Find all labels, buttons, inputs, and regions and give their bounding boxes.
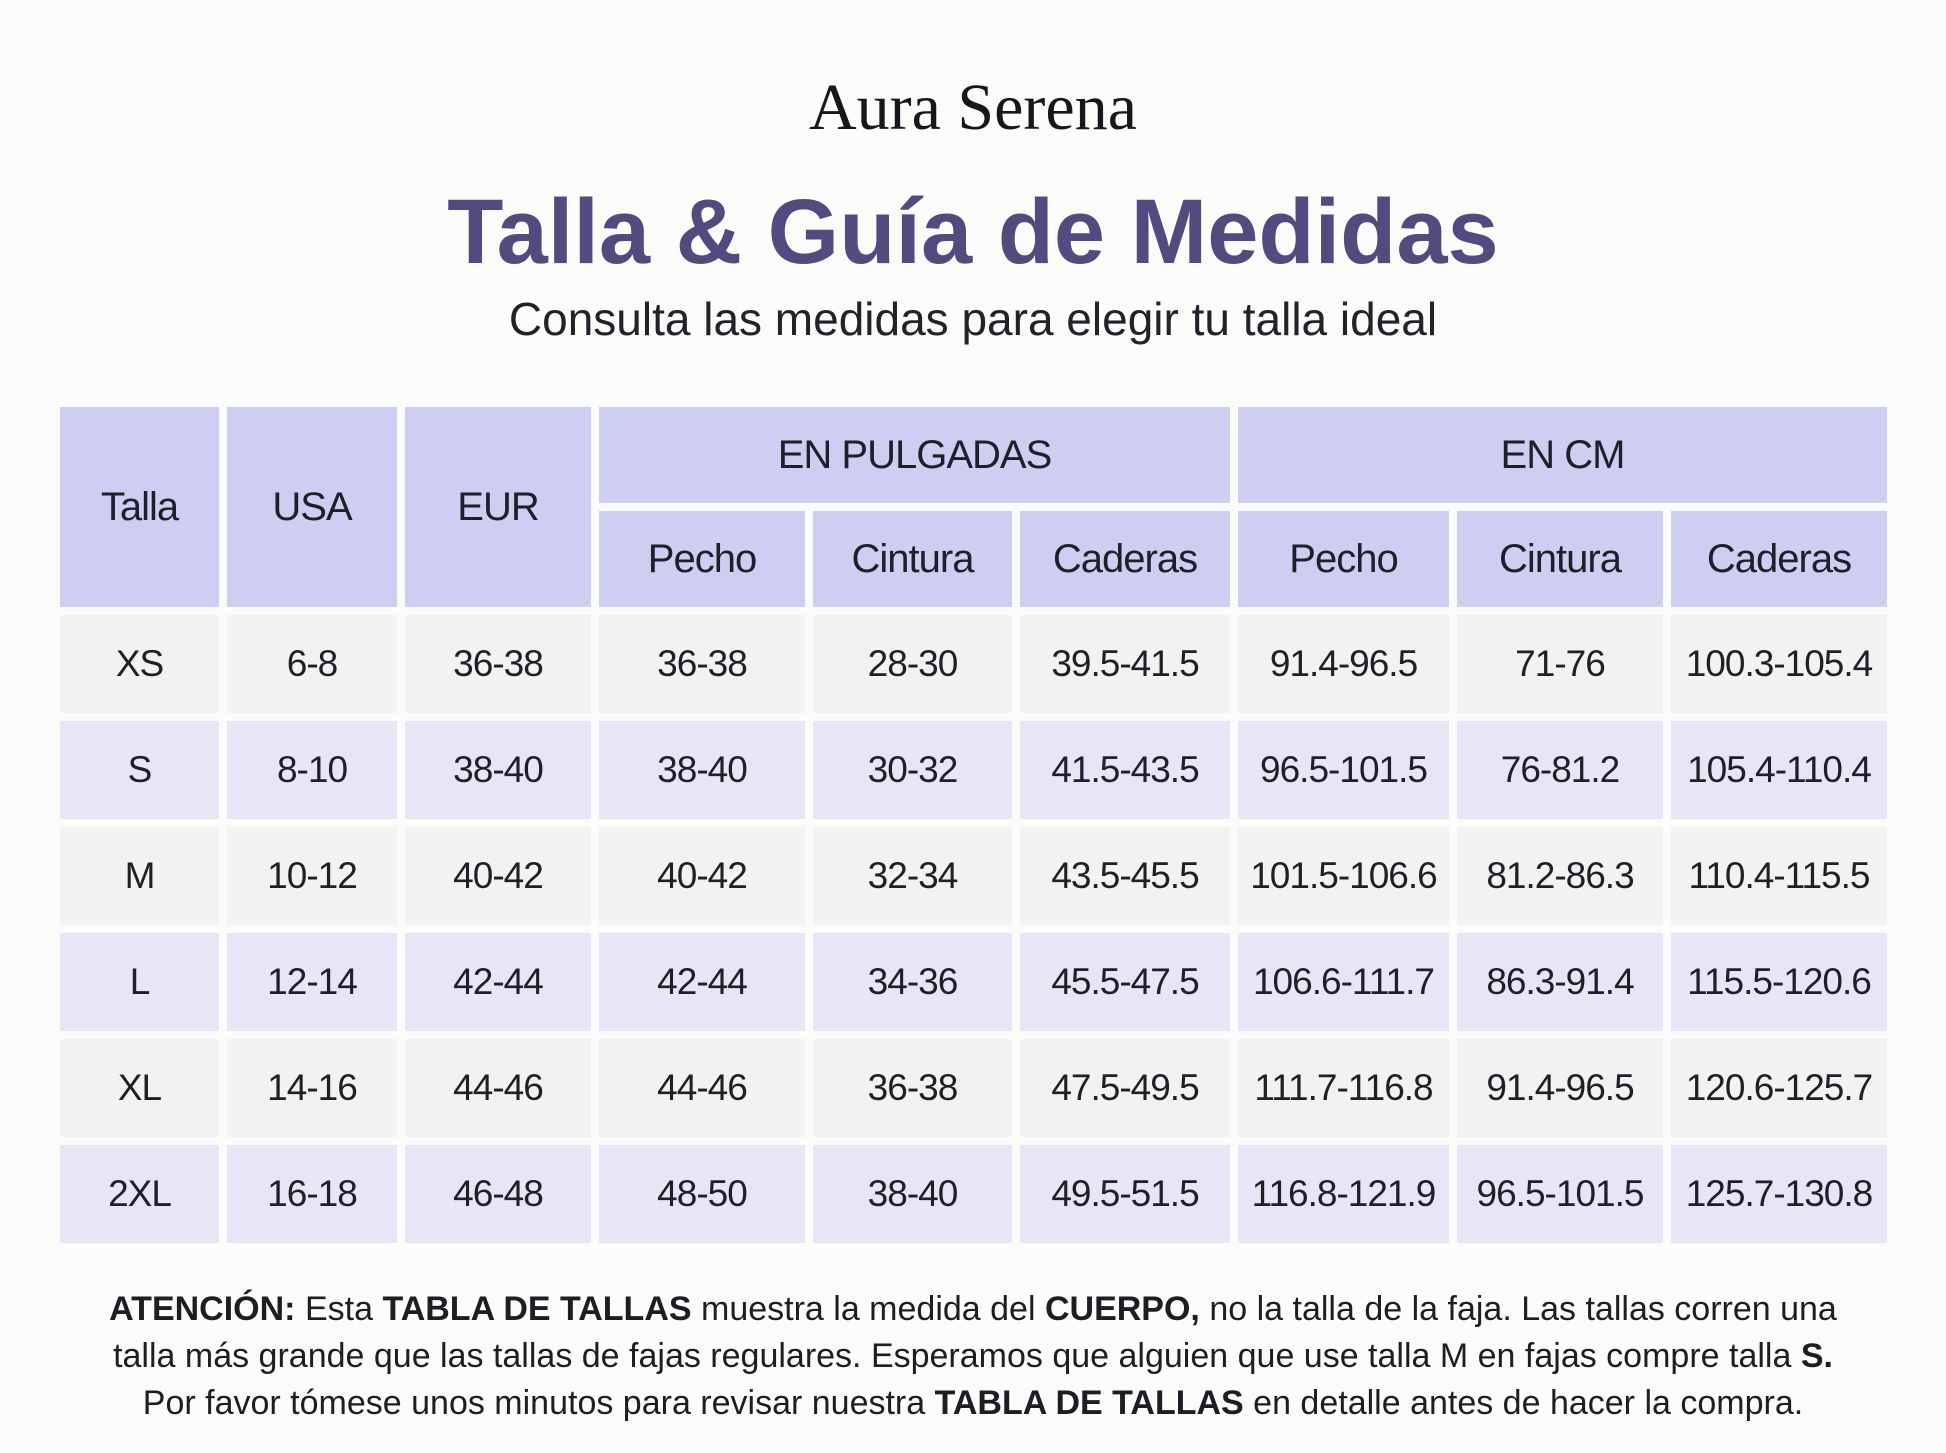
cell: 111.7-116.8 bbox=[1238, 1039, 1449, 1137]
note-line: talla más grande que las tallas de fajas… bbox=[0, 1333, 1946, 1380]
brand: Aura Serena bbox=[808, 71, 1137, 144]
note-line: Por favor tómese unos minutos para revis… bbox=[0, 1380, 1946, 1427]
subtitle: Consulta las medidas para elegir tu tall… bbox=[508, 293, 1438, 345]
table-head: Talla USA EUR EN PULGADAS EN CM Pecho Cintura C… bbox=[60, 407, 1887, 607]
cell: 47.5-49.5 bbox=[1020, 1039, 1230, 1137]
title: Talla & Guía de Medidas bbox=[447, 181, 1499, 283]
cell: 110.4-115.5 bbox=[1671, 827, 1887, 925]
cell: 125.7-130.8 bbox=[1671, 1145, 1887, 1243]
cell: M bbox=[60, 827, 219, 925]
cell: XL bbox=[60, 1039, 219, 1137]
cell: 120.6-125.7 bbox=[1671, 1039, 1887, 1137]
cell: 38-40 bbox=[813, 1145, 1012, 1243]
column-header: Cintura bbox=[813, 511, 1012, 607]
cell: 116.8-121.9 bbox=[1238, 1145, 1449, 1243]
cell: 16-18 bbox=[227, 1145, 397, 1243]
column-header: Caderas bbox=[1020, 511, 1230, 607]
cell: 42-44 bbox=[405, 933, 591, 1031]
cell: 44-46 bbox=[405, 1039, 591, 1137]
cell: L bbox=[60, 933, 219, 1031]
cell: 38-40 bbox=[599, 721, 805, 819]
cell: 30-32 bbox=[813, 721, 1012, 819]
cell: 81.2-86.3 bbox=[1457, 827, 1663, 925]
note: ATENCIÓN: Esta TABLA DE TALLAS muestra l… bbox=[0, 1286, 1946, 1427]
cell: 48-50 bbox=[599, 1145, 805, 1243]
size-row: 2XL 16-18 46-48 48-50 38-40 49.5-51.5 116.8-12… bbox=[60, 1145, 1887, 1243]
column-header: Caderas bbox=[1671, 511, 1887, 607]
cell: 32-34 bbox=[813, 827, 1012, 925]
cell: 40-42 bbox=[599, 827, 805, 925]
cell: 91.4-96.5 bbox=[1457, 1039, 1663, 1137]
cell: 36-38 bbox=[813, 1039, 1012, 1137]
cell: 14-16 bbox=[227, 1039, 397, 1137]
column-header: USA bbox=[227, 407, 397, 607]
table-body: XS 6-8 36-38 36-38 28-30 39.5-41.5 91.4-96.5 71… bbox=[60, 615, 1887, 1243]
size-row: L 12-14 42-44 42-44 34-36 45.5-47.5 106.6-111.… bbox=[60, 933, 1887, 1031]
cell: 76-81.2 bbox=[1457, 721, 1663, 819]
cell: 40-42 bbox=[405, 827, 591, 925]
column-header: Talla bbox=[60, 407, 219, 607]
cell: 43.5-45.5 bbox=[1020, 827, 1230, 925]
cell: 8-10 bbox=[227, 721, 397, 819]
note-text: no la talla de la faja. Las tallas corre… bbox=[1199, 1290, 1837, 1328]
group-header: EN PULGADAS bbox=[599, 407, 1230, 503]
column-header: Pecho bbox=[1238, 511, 1449, 607]
cell: 28-30 bbox=[813, 615, 1012, 713]
note-text: talla más grande que las tallas de fajas… bbox=[113, 1337, 1801, 1375]
cell: 96.5-101.5 bbox=[1238, 721, 1449, 819]
cell: 36-38 bbox=[405, 615, 591, 713]
cell: S bbox=[60, 721, 219, 819]
cell: 105.4-110.4 bbox=[1671, 721, 1887, 819]
cell: 91.4-96.5 bbox=[1238, 615, 1449, 713]
header-row: Talla USA EUR EN PULGADAS EN CM bbox=[60, 407, 1887, 607]
note-bold: TABLA DE TALLAS bbox=[934, 1384, 1244, 1422]
note-bold: TABLA DE TALLAS bbox=[382, 1290, 692, 1328]
note-line: ATENCIÓN: Esta TABLA DE TALLAS muestra l… bbox=[0, 1286, 1946, 1333]
cell: 2XL bbox=[60, 1145, 219, 1243]
note-text: Esta bbox=[295, 1290, 383, 1328]
cell: 86.3-91.4 bbox=[1457, 933, 1663, 1031]
size-row: XS 6-8 36-38 36-38 28-30 39.5-41.5 91.4-96.5 71… bbox=[60, 615, 1887, 713]
cell: 41.5-43.5 bbox=[1020, 721, 1230, 819]
size-row: S 8-10 38-40 38-40 30-32 41.5-43.5 96.5-101.5 7… bbox=[60, 721, 1887, 819]
cell: 42-44 bbox=[599, 933, 805, 1031]
column-header: EUR bbox=[405, 407, 591, 607]
note-bold: S. bbox=[1800, 1337, 1833, 1375]
cell: 71-76 bbox=[1457, 615, 1663, 713]
size-table: Talla USA EUR EN PULGADAS EN CM Pecho Cintura C… bbox=[52, 399, 1895, 1251]
cell: 10-12 bbox=[227, 827, 397, 925]
cell: 12-14 bbox=[227, 933, 397, 1031]
cell: 115.5-120.6 bbox=[1671, 933, 1887, 1031]
note-text: en detalle antes de hacer la compra. bbox=[1243, 1384, 1804, 1422]
cell: 100.3-105.4 bbox=[1671, 615, 1887, 713]
cell: 46-48 bbox=[405, 1145, 591, 1243]
cell: 101.5-106.6 bbox=[1238, 827, 1449, 925]
cell: 6-8 bbox=[227, 615, 397, 713]
cell: XS bbox=[60, 615, 219, 713]
column-header: Pecho bbox=[599, 511, 805, 607]
header-row: Pecho Cintura Caderas Pecho Cintura Caderas bbox=[60, 511, 1887, 607]
size-row: XL 14-16 44-46 44-46 36-38 47.5-49.5 111.7-116… bbox=[60, 1039, 1887, 1137]
size-row: M 10-12 40-42 40-42 32-34 43.5-45.5 101.5-106.… bbox=[60, 827, 1887, 925]
cell: 106.6-111.7 bbox=[1238, 933, 1449, 1031]
cell: 39.5-41.5 bbox=[1020, 615, 1230, 713]
note-text: muestra la medida del bbox=[691, 1290, 1045, 1328]
note-bold: CUERPO, bbox=[1044, 1290, 1200, 1328]
cell: 49.5-51.5 bbox=[1020, 1145, 1230, 1243]
cell: 45.5-47.5 bbox=[1020, 933, 1230, 1031]
column-header: Cintura bbox=[1457, 511, 1663, 607]
note-bold: ATENCIÓN: bbox=[109, 1290, 296, 1328]
cell: 34-36 bbox=[813, 933, 1012, 1031]
cell: 44-46 bbox=[599, 1039, 805, 1137]
note-text: Por favor tómese unos minutos para revis… bbox=[142, 1384, 935, 1422]
cell: 36-38 bbox=[599, 615, 805, 713]
group-header: EN CM bbox=[1238, 407, 1887, 503]
cell: 96.5-101.5 bbox=[1457, 1145, 1663, 1243]
cell: 38-40 bbox=[405, 721, 591, 819]
